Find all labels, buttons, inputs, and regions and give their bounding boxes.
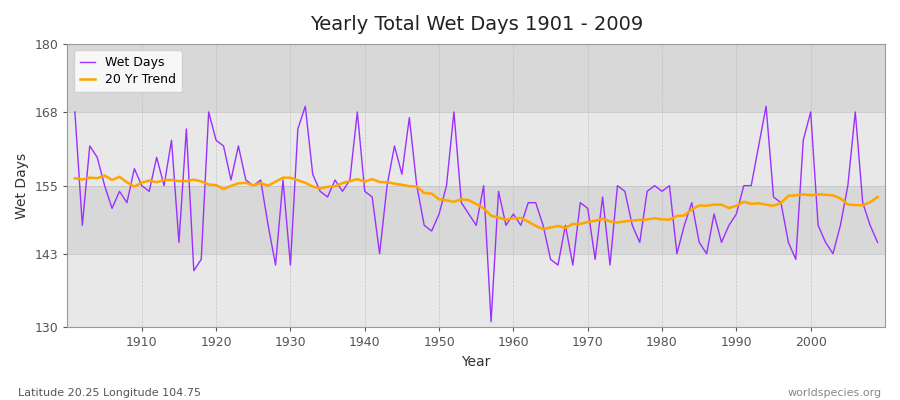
20 Yr Trend <box>99 173 110 178</box>
20 Yr Trend <box>872 194 883 199</box>
20 Yr Trend <box>345 179 356 184</box>
Bar <box>68 112 885 186</box>
Title: Yearly Total Wet Days 1901 - 2009: Yearly Total Wet Days 1901 - 2009 <box>310 15 643 34</box>
Wet Days <box>129 166 140 171</box>
Y-axis label: Wet Days: Wet Days <box>15 152 29 219</box>
20 Yr Trend <box>612 220 623 225</box>
20 Yr Trend <box>537 227 548 232</box>
20 Yr Trend <box>69 176 80 181</box>
20 Yr Trend <box>508 216 518 221</box>
Wet Days <box>516 223 526 228</box>
Line: Wet Days: Wet Days <box>75 106 878 322</box>
Bar <box>68 44 885 112</box>
Wet Days <box>300 104 310 109</box>
Bar <box>68 186 885 254</box>
Wet Days <box>345 178 356 182</box>
Text: worldspecies.org: worldspecies.org <box>788 388 882 398</box>
Wet Days <box>69 110 80 114</box>
Wet Days <box>612 183 623 188</box>
Text: Latitude 20.25 Longitude 104.75: Latitude 20.25 Longitude 104.75 <box>18 388 201 398</box>
Line: 20 Yr Trend: 20 Yr Trend <box>75 176 878 229</box>
Wet Days <box>486 319 497 324</box>
Wet Days <box>292 126 303 131</box>
Wet Days <box>523 200 534 205</box>
20 Yr Trend <box>137 180 148 185</box>
20 Yr Trend <box>516 216 526 220</box>
Bar <box>68 254 885 328</box>
20 Yr Trend <box>300 180 310 185</box>
Legend: Wet Days, 20 Yr Trend: Wet Days, 20 Yr Trend <box>74 50 182 92</box>
X-axis label: Year: Year <box>462 355 490 369</box>
Wet Days <box>872 240 883 245</box>
